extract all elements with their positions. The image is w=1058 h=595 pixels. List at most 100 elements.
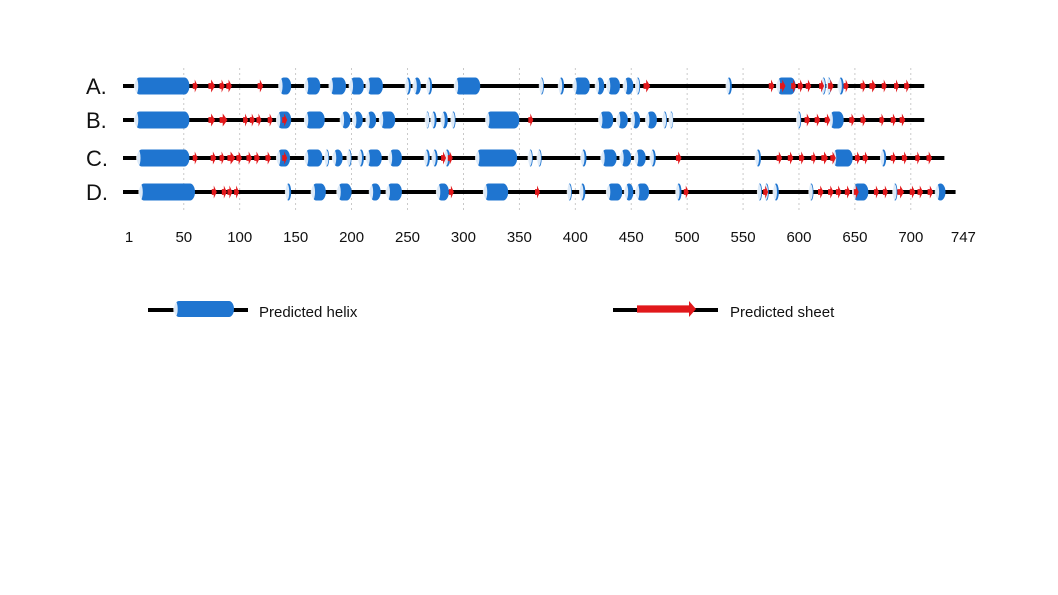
helix-segment bbox=[754, 149, 761, 167]
sheet-segment bbox=[917, 185, 924, 199]
helix-cap bbox=[385, 184, 390, 200]
helix-segment bbox=[303, 111, 325, 129]
helix-cap bbox=[324, 150, 329, 166]
helix-cap bbox=[365, 78, 370, 94]
helix-segment bbox=[357, 149, 364, 167]
sheet-segment bbox=[797, 79, 804, 93]
sheet-segment bbox=[879, 113, 885, 127]
helix-segment bbox=[378, 111, 396, 129]
helix-segment bbox=[278, 77, 292, 95]
sheet-segment bbox=[535, 185, 541, 199]
sheet-segment bbox=[282, 151, 288, 165]
helix-cap bbox=[594, 78, 600, 94]
helix-cap bbox=[580, 150, 585, 166]
sheet-segment bbox=[254, 151, 260, 165]
helix-segment bbox=[368, 183, 381, 201]
helix-cap bbox=[808, 184, 813, 200]
helix-segment bbox=[598, 111, 614, 129]
helix-cap bbox=[668, 112, 673, 128]
helix-segment bbox=[600, 149, 617, 167]
tick-label: 600 bbox=[786, 229, 811, 246]
helix-body bbox=[776, 77, 796, 95]
helix-body bbox=[134, 77, 190, 95]
sheet-segment bbox=[208, 79, 216, 93]
helix-cap bbox=[754, 150, 760, 166]
helix-cap bbox=[572, 78, 577, 94]
sheet-segment bbox=[441, 151, 447, 165]
tick-label: 1 bbox=[125, 229, 133, 246]
legend-sheet-symbol bbox=[637, 301, 696, 317]
row-label: B. bbox=[86, 108, 107, 133]
helix-cap bbox=[661, 112, 667, 128]
helix-body bbox=[139, 183, 195, 201]
row-label: C. bbox=[86, 146, 108, 171]
helix-body bbox=[329, 77, 346, 95]
sheet-segment bbox=[894, 79, 900, 93]
tick-label: 650 bbox=[842, 229, 867, 246]
helix-segment bbox=[136, 149, 190, 167]
tick-label: 100 bbox=[227, 229, 252, 246]
track-row-d: D. bbox=[86, 180, 956, 205]
helix-body bbox=[483, 183, 509, 201]
tick-label: 747 bbox=[951, 229, 976, 246]
helix-cap bbox=[424, 112, 430, 128]
helix-segment bbox=[837, 77, 844, 95]
sheet-segment bbox=[265, 151, 272, 165]
sheet-segment bbox=[208, 113, 216, 127]
helix-body bbox=[475, 149, 518, 167]
helix-cap bbox=[328, 78, 333, 94]
legend-helix-symbol bbox=[173, 301, 234, 317]
sheet-segment bbox=[227, 151, 236, 165]
sheet-segment bbox=[227, 185, 233, 199]
sheet-segment bbox=[804, 113, 811, 127]
helix-segment bbox=[365, 77, 383, 95]
helix-segment bbox=[796, 111, 802, 129]
sheet-segment bbox=[817, 185, 824, 199]
helix-cap bbox=[756, 184, 762, 200]
helix-cap bbox=[775, 78, 781, 94]
helix-segment bbox=[772, 183, 779, 201]
sheet-segment bbox=[901, 151, 908, 165]
helix-segment bbox=[828, 111, 844, 129]
helix-segment bbox=[557, 77, 565, 95]
helix-body bbox=[366, 149, 382, 167]
sheet-segment bbox=[219, 151, 225, 165]
tick-label: 300 bbox=[451, 229, 476, 246]
helix-cap bbox=[605, 78, 611, 94]
helix-segment bbox=[450, 111, 456, 129]
helix-segment bbox=[348, 77, 364, 95]
helix-cap bbox=[404, 78, 409, 94]
helix-segment bbox=[623, 183, 634, 201]
helix-cap bbox=[378, 112, 384, 128]
sheet-segment bbox=[909, 185, 916, 199]
sheet-segment bbox=[873, 185, 879, 199]
sheet-segment bbox=[282, 113, 288, 127]
helix-segment bbox=[346, 149, 352, 167]
tick-label: 450 bbox=[619, 229, 644, 246]
sheet-segment bbox=[798, 151, 805, 165]
sheet-segment bbox=[860, 79, 867, 93]
helix-segment bbox=[423, 149, 430, 167]
helix-segment bbox=[425, 77, 433, 95]
helix-segment bbox=[566, 183, 572, 201]
helix-body bbox=[134, 111, 190, 129]
helix-segment bbox=[879, 149, 887, 167]
sheet-segment bbox=[768, 79, 775, 93]
helix-segment bbox=[572, 77, 590, 95]
helix-body bbox=[337, 183, 352, 201]
helix-cap bbox=[365, 112, 370, 128]
sheet-segment bbox=[776, 151, 783, 165]
helix-segment bbox=[605, 183, 623, 201]
helix-cap bbox=[600, 150, 605, 166]
sheet-segment bbox=[915, 151, 921, 165]
sheet-segment bbox=[890, 151, 897, 165]
sheet-segment bbox=[221, 185, 227, 199]
helix-segment bbox=[725, 77, 732, 95]
helix-segment bbox=[133, 111, 190, 129]
helix-body bbox=[366, 77, 383, 95]
helix-cap bbox=[615, 112, 621, 128]
helix-segment bbox=[633, 149, 646, 167]
sheet-segment bbox=[763, 185, 769, 199]
tick-label: 550 bbox=[731, 229, 756, 246]
